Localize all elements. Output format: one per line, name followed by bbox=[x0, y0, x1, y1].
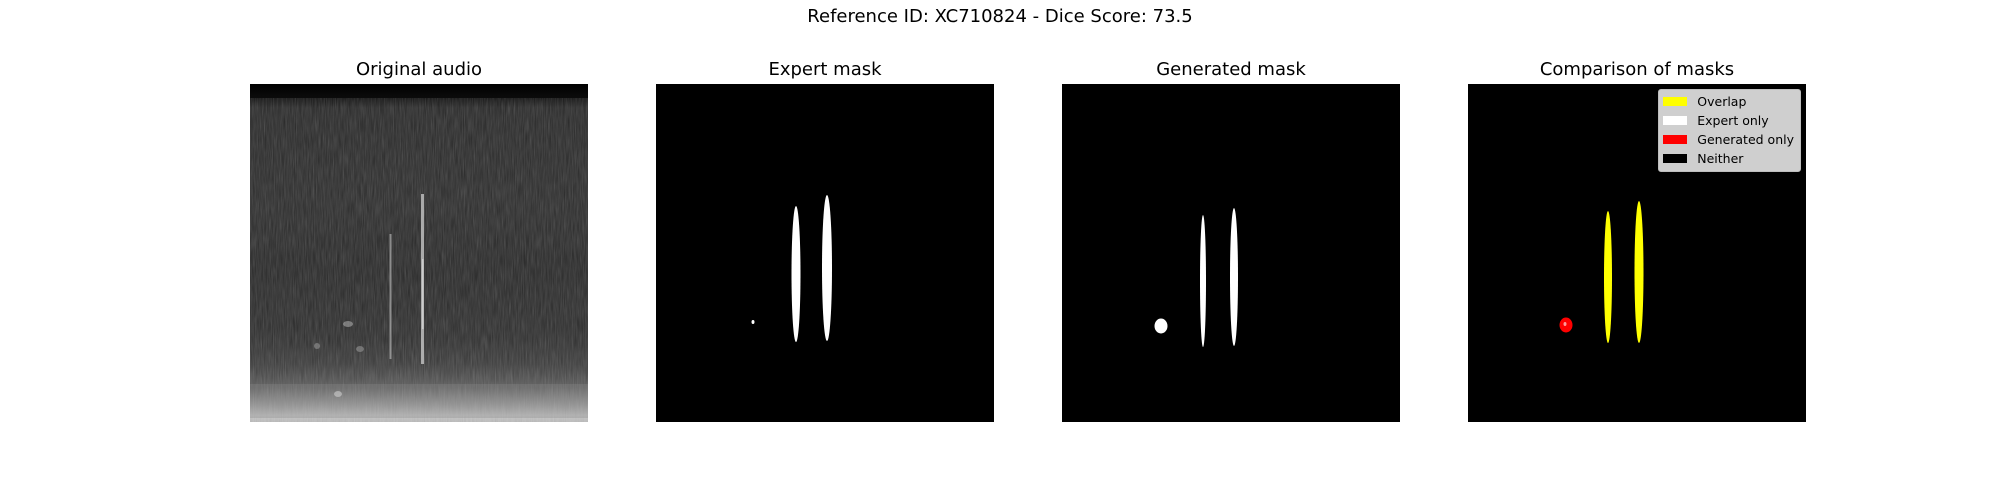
legend: Overlap Expert only Generated only Neith… bbox=[1658, 89, 1801, 172]
comparison-svg bbox=[1559, 201, 1644, 343]
spectrogram-svg bbox=[250, 84, 588, 422]
panel-title-original-audio: Original audio bbox=[355, 59, 483, 80]
expert-mask-image bbox=[656, 84, 994, 422]
legend-label-expert-only: Expert only bbox=[1697, 113, 1769, 128]
panel-title-generated-mask: Generated mask bbox=[1156, 59, 1306, 80]
expert-only-dot bbox=[1563, 322, 1567, 326]
legend-label-overlap: Overlap bbox=[1697, 94, 1747, 109]
panel-title-expert-mask: Expert mask bbox=[768, 59, 882, 80]
legend-swatch-neither bbox=[1663, 154, 1688, 163]
legend-label-generated-only: Generated only bbox=[1697, 132, 1794, 147]
spectrogram-image bbox=[250, 84, 588, 422]
expert-mask-region-1 bbox=[791, 206, 801, 342]
comparison-image: Overlap Expert only Generated only Neith… bbox=[1468, 84, 1806, 422]
overlap-region-2 bbox=[1634, 201, 1644, 343]
figure-title: Reference ID: XC710824 - Dice Score: 73.… bbox=[807, 6, 1193, 27]
legend-item-expert-only: Expert only bbox=[1663, 111, 1794, 130]
expert-mask-region-2 bbox=[822, 195, 832, 341]
generated-mask-blob bbox=[1154, 318, 1168, 334]
generated-mask-svg bbox=[1154, 208, 1238, 347]
expert-mask-svg bbox=[751, 195, 832, 342]
legend-label-neither: Neither bbox=[1697, 151, 1744, 166]
overlap-region-1 bbox=[1604, 211, 1612, 343]
generated-mask-image bbox=[1062, 84, 1400, 422]
panel-title-comparison: Comparison of masks bbox=[1539, 59, 1735, 80]
legend-item-overlap: Overlap bbox=[1663, 92, 1794, 111]
generated-mask-region-1 bbox=[1200, 215, 1206, 347]
generated-mask-region-2 bbox=[1230, 208, 1238, 346]
legend-swatch-overlap bbox=[1663, 97, 1688, 106]
legend-item-generated-only: Generated only bbox=[1663, 130, 1794, 149]
legend-swatch-expert-only bbox=[1663, 116, 1688, 125]
expert-mask-dot bbox=[751, 320, 755, 324]
legend-item-neither: Neither bbox=[1663, 149, 1794, 168]
legend-swatch-generated-only bbox=[1663, 135, 1688, 144]
